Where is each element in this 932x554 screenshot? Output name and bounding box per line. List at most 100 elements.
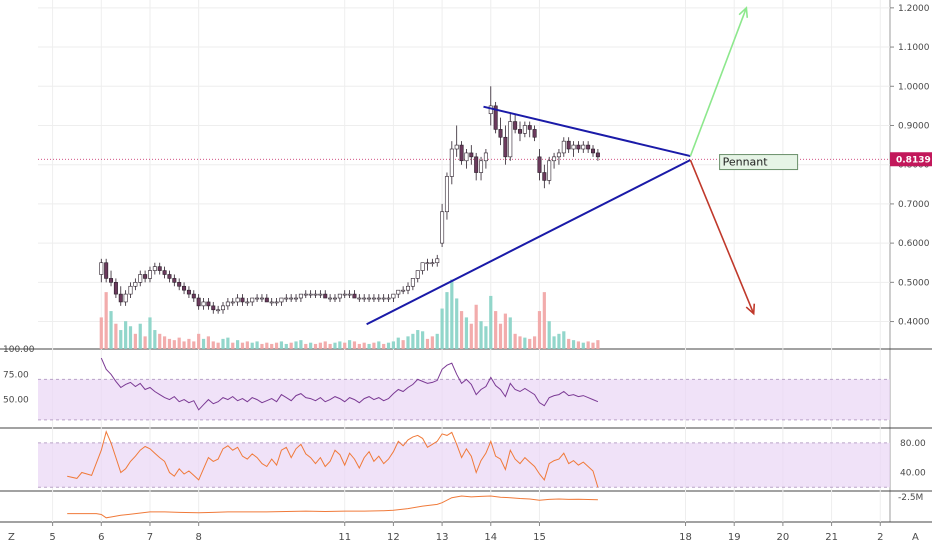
volume-bar-6 (128, 326, 133, 349)
candle-body-55 (367, 297, 372, 300)
volume-bar-36 (274, 342, 279, 349)
volume-bar-71 (445, 292, 449, 349)
volume-bar-2 (109, 311, 113, 349)
volume-bar-3 (114, 323, 118, 349)
candle-body-71 (444, 176, 449, 213)
candle-body-87 (522, 125, 527, 134)
candle-body-17 (182, 285, 187, 291)
volume-bar-29 (240, 342, 245, 349)
volume-bar-20 (197, 333, 201, 349)
volume-bar-10 (148, 317, 152, 349)
candle-body-28 (235, 297, 240, 303)
last-price-label: 0.8139 (896, 156, 931, 166)
candle-body-47 (328, 297, 333, 300)
volume-bar-46 (323, 341, 327, 349)
candle-body-26 (225, 301, 230, 307)
candle-body-68 (430, 262, 435, 265)
volume-bar-8 (138, 323, 142, 349)
volume-bar-75 (464, 317, 469, 349)
price-tick-label-6: 0.6000 (898, 239, 930, 249)
volume-bar-83 (503, 313, 507, 349)
volume-bar-17 (182, 341, 186, 349)
rsi-tick-label-1: 75.00 (3, 370, 29, 380)
candle-body-84 (508, 121, 513, 158)
volume-bar-82 (498, 323, 503, 349)
candle-body-83 (503, 136, 508, 158)
volume-bar-47 (328, 343, 332, 349)
candle-body-53 (357, 297, 362, 300)
candle-body-81 (493, 105, 498, 130)
volume-bar-89 (532, 336, 537, 349)
candle-body-16 (177, 282, 182, 287)
volume-bar-66 (421, 331, 425, 349)
volume-bar-56 (372, 342, 376, 349)
volume-bar-28 (236, 340, 240, 349)
x-tick-label-13: 2 (877, 532, 883, 543)
candle-body-101 (591, 148, 596, 154)
candle-body-60 (391, 293, 396, 299)
volume-bar-12 (158, 333, 162, 349)
volume-bar-41 (299, 340, 303, 349)
last-price-tag (890, 152, 932, 167)
x-tick-label-1: 6 (98, 532, 104, 543)
candle-body-69 (435, 258, 440, 264)
volume-bar-55 (367, 343, 371, 349)
candle-body-51 (347, 293, 352, 296)
candle-body-49 (337, 293, 342, 299)
volume-bar-23 (211, 341, 215, 349)
volume-bar-96 (567, 338, 571, 349)
candle-body-24 (216, 309, 221, 312)
candle-body-91 (542, 172, 547, 181)
volume-bar-67 (425, 338, 430, 349)
x-tick-label-11: 20 (777, 532, 790, 543)
candle-body-76 (469, 152, 474, 158)
candle-body-86 (517, 129, 522, 134)
volume-bar-102 (596, 340, 600, 349)
candle-body-31 (250, 297, 255, 303)
candle-body-21 (201, 301, 206, 307)
trendline-pennant-upper (483, 105, 691, 158)
volume-bar-1 (104, 292, 108, 349)
candle-body-34 (264, 297, 269, 303)
volume-bar-70 (440, 308, 444, 349)
volume-bar-88 (528, 338, 532, 349)
candle-body-64 (410, 278, 415, 287)
candle-body-89 (532, 129, 537, 138)
candle-body-40 (294, 297, 299, 300)
volume-bar-72 (450, 279, 454, 349)
volume-bar-5 (124, 321, 128, 349)
volume-bar-37 (279, 341, 284, 349)
volume-bar-94 (557, 333, 561, 349)
candle-body-77 (474, 156, 479, 173)
volume-bar-27 (231, 342, 235, 349)
candle-body-1 (104, 262, 109, 279)
candle-body-22 (206, 301, 211, 307)
rsi-line (100, 357, 599, 411)
candle-body-5 (123, 293, 128, 303)
candle-body-13 (162, 270, 167, 275)
candle-body-11 (152, 266, 157, 271)
volume-bar-95 (562, 331, 566, 349)
candle-body-12 (157, 266, 162, 271)
volume-bar-98 (576, 341, 581, 349)
x-tick-label-12: 21 (825, 532, 838, 543)
candle-body-30 (245, 301, 250, 304)
volume-bar-45 (318, 342, 322, 349)
volume-bar-51 (347, 340, 352, 349)
candle-body-82 (498, 129, 503, 138)
volume-bar-32 (255, 341, 259, 349)
x-tick-label-9: 18 (679, 532, 692, 543)
volume-bar-13 (162, 336, 167, 349)
candle-body-70 (440, 211, 445, 244)
x-tick-label-6: 13 (436, 532, 449, 543)
x-tick-label-10: 19 (728, 532, 741, 543)
volume-bar-11 (153, 330, 157, 349)
candle-body-102 (595, 152, 600, 158)
candle-body-65 (415, 270, 420, 279)
volume-bar-43 (309, 342, 313, 349)
volume-bar-61 (396, 337, 400, 349)
candle-body-54 (362, 297, 367, 300)
arrow-breakdown-down (689, 159, 755, 315)
